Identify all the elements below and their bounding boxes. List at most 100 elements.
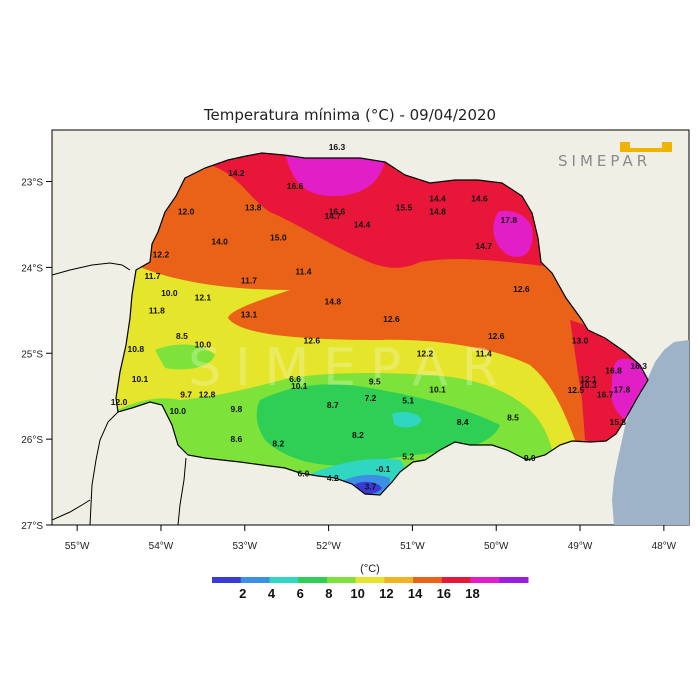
station-value: 12.1 (580, 374, 597, 384)
station-value: 8.6 (230, 434, 242, 444)
station-value: 7.2 (365, 393, 377, 403)
station-value: 6.6 (289, 374, 301, 384)
station-value: 8.7 (327, 400, 339, 410)
station-value: 16.3 (630, 361, 647, 371)
station-value: 14.4 (429, 194, 446, 204)
station-value: 14.7 (325, 211, 342, 221)
colorbar-segment (413, 577, 443, 583)
station-value: 4.2 (327, 473, 339, 483)
colorbar-tick-label: 14 (408, 586, 423, 601)
station-value: 8.2 (272, 438, 284, 448)
station-value: 15.8 (609, 417, 626, 427)
station-value: 9.8 (230, 404, 242, 414)
colorbar-segment (240, 577, 270, 583)
colorbar-segment (470, 577, 500, 583)
station-value: 13.0 (572, 335, 589, 345)
station-value: 11.7 (145, 271, 161, 281)
colorbar-segment (384, 577, 414, 583)
border-sc-west (177, 457, 187, 525)
station-value: -0.1 (376, 464, 391, 474)
station-value: 14.0 (211, 237, 228, 247)
station-value: 11.4 (476, 348, 492, 358)
logo-mark (620, 142, 672, 152)
station-value: 10.0 (169, 406, 186, 416)
lat-tick-label: 24°S (21, 263, 43, 274)
lat-tick-label: 26°S (21, 435, 43, 446)
station-value: 12.1 (195, 292, 212, 302)
station-value: 16.3 (329, 142, 346, 152)
station-value: 17.8 (614, 384, 631, 394)
station-value: 12.6 (383, 314, 400, 324)
colorbar-tick-label: 4 (268, 586, 276, 601)
colorbar-tick-label: 16 (437, 586, 451, 601)
colorbar: (°C) 2 4 6 8 10 12 14 16 18 (212, 563, 529, 601)
station-value: 14.2 (228, 168, 245, 178)
station-value: 14.8 (429, 207, 446, 217)
station-value: 10.3 (580, 380, 597, 390)
station-value: 16.7 (597, 389, 614, 399)
station-value: 13.1 (241, 310, 258, 320)
colorbar-segment (269, 577, 299, 583)
lon-tick-label: 48°W (652, 541, 677, 552)
station-value: 3.7 (365, 481, 377, 491)
station-value: 14.8 (325, 297, 342, 307)
station-value: 9.0 (524, 453, 536, 463)
station-value: 10.1 (291, 381, 308, 391)
logo-text: SIMEPAR (558, 152, 651, 170)
lon-tick-label: 55°W (65, 541, 90, 552)
lon-tick-label: 54°W (149, 541, 174, 552)
station-value: 12.2 (153, 250, 170, 260)
station-value: 12.6 (513, 284, 530, 294)
map-axes: 55°W 54°W 53°W 52°W 51°W 50°W 49°W 48°W 23°S 24°S… (21, 178, 676, 552)
station-value: 5.2 (402, 451, 414, 461)
map-title: Temperatura mínima (°C) - 09/04/2020 (203, 106, 497, 124)
station-value: 8.4 (457, 417, 469, 427)
colorbar-segment (298, 577, 328, 583)
station-value: 10.0 (195, 340, 212, 350)
station-value: 12.6 (304, 335, 321, 345)
colorbar-tick-label: 8 (325, 586, 332, 601)
station-value: 8.5 (176, 331, 188, 341)
colorbar-tick-label: 2 (239, 586, 246, 601)
colorbar-segment (499, 577, 529, 583)
station-value: 10.1 (429, 384, 446, 394)
station-value: 6.0 (298, 468, 310, 478)
station-value: 16.6 (329, 207, 346, 217)
station-value: 8.5 (507, 413, 519, 423)
watermark: SIMEPAR (188, 338, 512, 398)
station-value: 9.7 (180, 389, 192, 399)
station-value: 12.6 (488, 331, 505, 341)
colorbar-segment (326, 577, 357, 583)
station-value: 14.6 (471, 194, 488, 204)
lon-tick-label: 51°W (400, 541, 425, 552)
station-values: 16.314.216.613.812.0 16.614.715.514.414.8… (111, 142, 647, 491)
lon-tick-label: 49°W (568, 541, 593, 552)
station-value: 11.4 (295, 267, 311, 277)
station-value: 10.1 (132, 374, 149, 384)
lon-tick-label: 50°W (484, 541, 509, 552)
border-argentina (89, 411, 119, 525)
station-value: 14.7 (475, 241, 492, 251)
station-value: 5.1 (402, 395, 414, 405)
colorbar-tick-label: 18 (465, 586, 479, 601)
station-value: 12.0 (111, 397, 128, 407)
colorbar-tick-label: 12 (379, 586, 393, 601)
border-ms-paraguay (52, 262, 131, 276)
colorbar-unit: (°C) (360, 563, 380, 575)
station-value: 16.8 (605, 365, 622, 375)
station-value: 9.5 (369, 377, 381, 387)
simepar-logo: SIMEPAR (558, 142, 672, 170)
lon-tick-label: 52°W (316, 541, 341, 552)
colorbar-segment (212, 577, 242, 583)
station-value: 11.8 (149, 305, 165, 315)
station-value: 12.2 (417, 348, 434, 358)
station-value: 12.8 (199, 389, 216, 399)
station-value: 10.8 (128, 344, 145, 354)
station-value: 17.8 (501, 215, 518, 225)
station-value: 15.5 (396, 202, 413, 212)
station-value: 15.0 (270, 232, 287, 242)
state-border (115, 152, 649, 496)
station-value: 13.8 (245, 202, 262, 212)
lat-tick-label: 23°S (21, 178, 43, 189)
